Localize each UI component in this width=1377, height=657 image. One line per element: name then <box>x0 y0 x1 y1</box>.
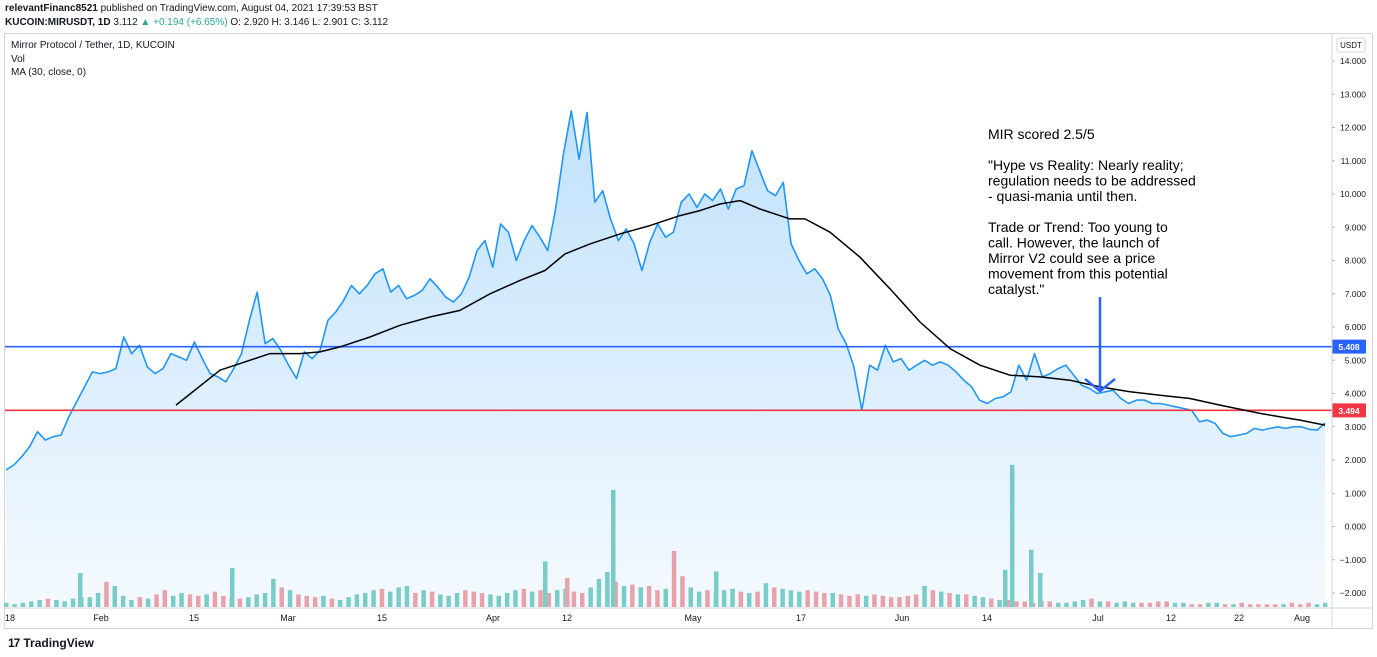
publish-date: published on TradingView.com, August 04,… <box>100 3 378 14</box>
tradingview-logo-icon: 17 <box>8 636 20 650</box>
chart-frame <box>4 33 1373 629</box>
author-name[interactable]: relevantFinanc8521 <box>5 3 98 14</box>
last-price: 3.112 <box>113 17 138 28</box>
ohlc-values: O: 2.920 H: 3.146 L: 2.901 C: 3.112 <box>230 17 389 28</box>
symbol-label: KUCOIN:MIRUSDT, 1D <box>5 17 111 28</box>
change-value: ▲ +0.194 (+6.65%) <box>140 17 228 28</box>
legend-title: Mirror Protocol / Tether, 1D, KUCOIN <box>11 40 175 51</box>
symbol-ohlc-line: KUCOIN:MIRUSDT, 1D 3.112 ▲ +0.194 (+6.65… <box>5 17 388 28</box>
tradingview-footer: 17 TradingView <box>8 636 94 650</box>
tradingview-brand[interactable]: TradingView <box>23 636 94 650</box>
legend-vol: Vol <box>11 54 25 65</box>
legend-ma: MA (30, close, 0) <box>11 67 87 78</box>
publish-info: relevantFinanc8521 published on TradingV… <box>5 3 378 14</box>
